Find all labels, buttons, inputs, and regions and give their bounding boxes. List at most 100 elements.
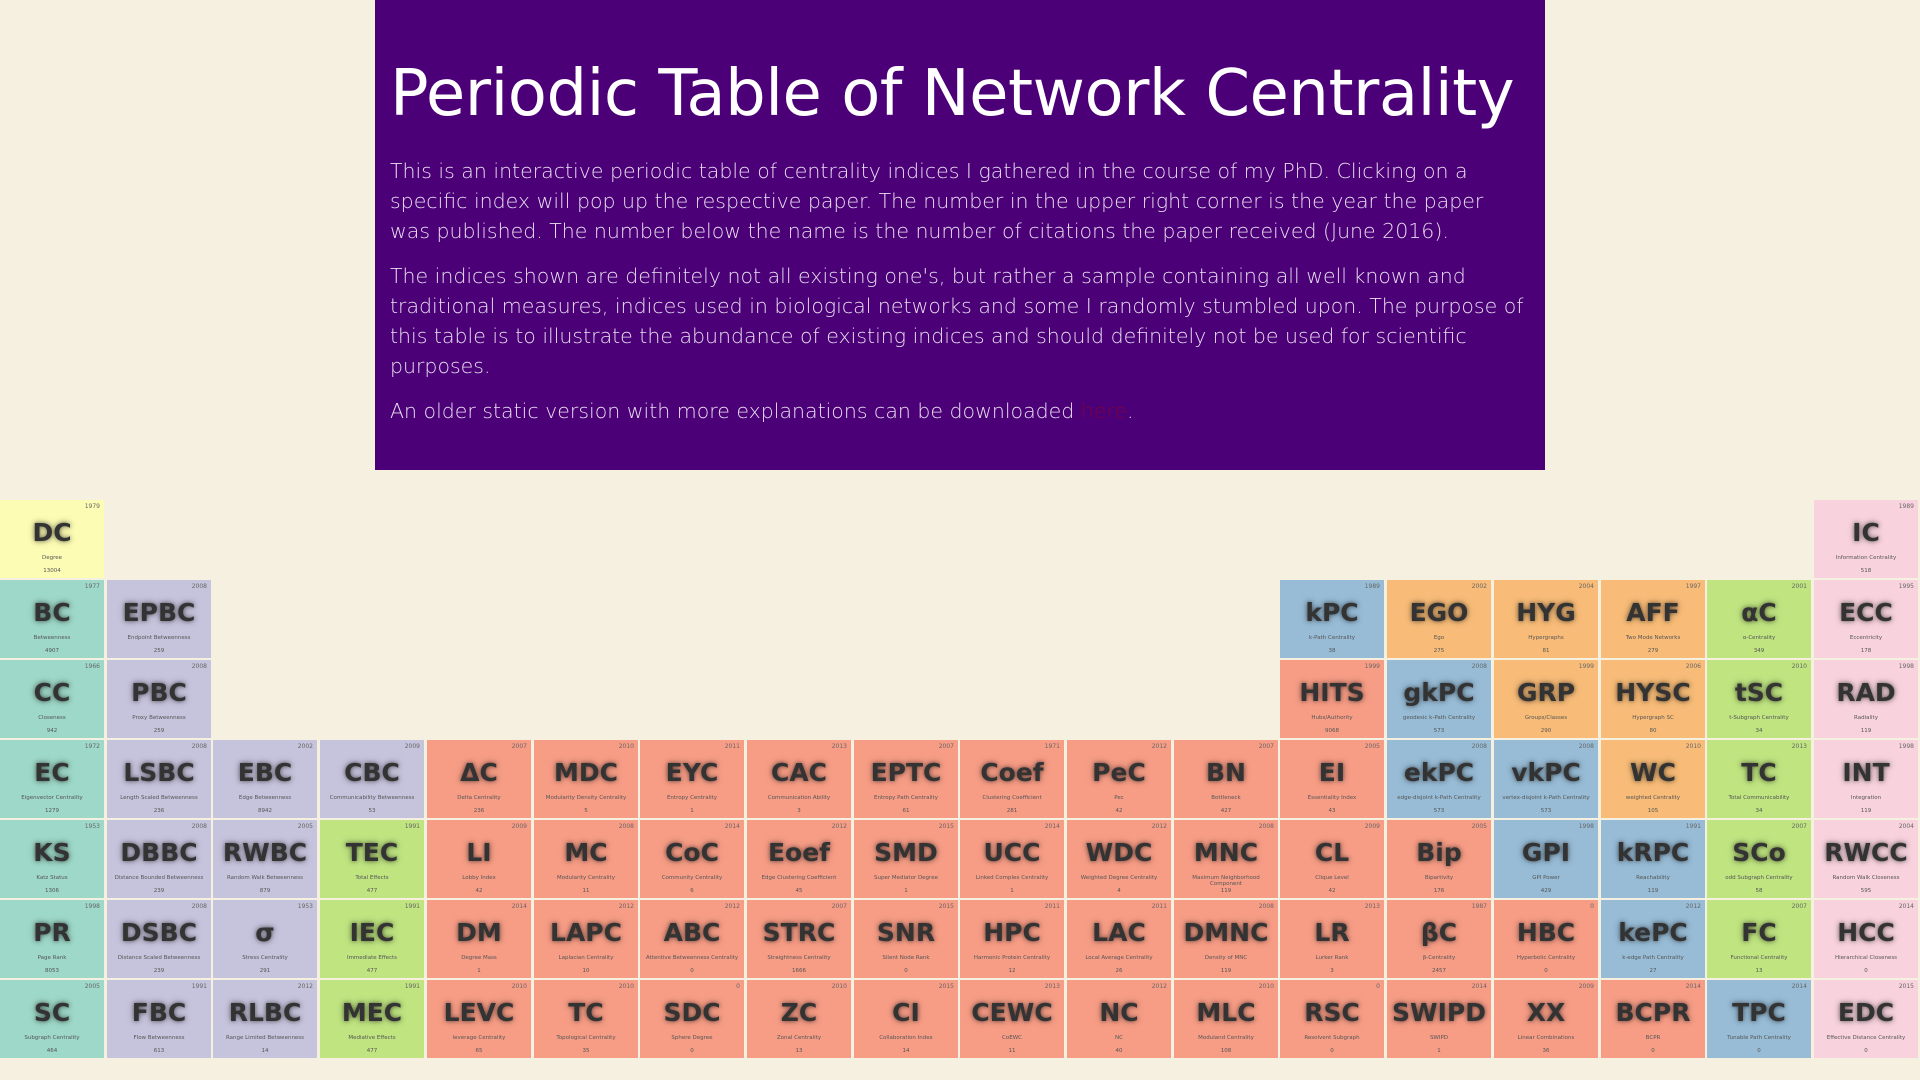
element-rwbc-cell[interactable]: 2005 RWBC Random Walk Betweenness 879 [213,820,317,898]
element-ekpc-cell[interactable]: 2008 ekPC edge-disjoint k-Path Centrality 5… [1387,740,1491,818]
element-mdc-cell[interactable]: 2010 MDC Modularity Density Centrality 5 [534,740,638,818]
element-cl-cell[interactable]: 2009 CL Clique Level 42 [1280,820,1384,898]
element-symbol: DSBC [120,918,198,947]
element-epbc-cell[interactable]: 2008 EPBC Endpoint Betweenness 259 [107,580,211,658]
element-cac-cell[interactable]: 2013 CAC Communication Ability 3 [747,740,851,818]
element-tc-cell[interactable]: 2013 TC Total Communicability 34 [1707,740,1811,818]
element-pec-cell[interactable]: 2012 PeC Pec 42 [1067,740,1171,818]
element-edc-cell[interactable]: 2015 EDC Effective Distance Centrality 0 [1814,980,1918,1058]
element-ecc-cell[interactable]: 1995 ECC Eccentricity 178 [1814,580,1918,658]
element-hyg-cell[interactable]: 2004 HYG Hypergraphs 81 [1494,580,1598,658]
element-smd-cell[interactable]: 2015 SMD Super Mediator Degree 1 [854,820,958,898]
element-pr-cell[interactable]: 1998 PR Page Rank 8053 [0,900,104,978]
element-zc-cell[interactable]: 2010 ZC Zonal Centrality 13 [747,980,851,1058]
element-ei-cell[interactable]: 2005 EI Essentiality Index 43 [1280,740,1384,818]
element-dm-cell[interactable]: 2014 DM Degree Mass 1 [427,900,531,978]
element-ic-cell[interactable]: 1989 IC Information Centrality 518 [1814,500,1918,578]
element-gpi-cell[interactable]: 1998 GPI GPI Power 429 [1494,820,1598,898]
element-hysc-cell[interactable]: 2006 HYSC Hypergraph SC 80 [1601,660,1705,738]
element-levc-cell[interactable]: 2010 LEVC leverage Centrality 65 [427,980,531,1058]
element-nc-cell[interactable]: 2012 NC NC 40 [1067,980,1171,1058]
element-abc-cell[interactable]: 2012 ABC Attentive Betweenness Centrality 0 [640,900,744,978]
element-βc-cell[interactable]: 1987 βC β-Centrality 2457 [1387,900,1491,978]
element-vkpc-cell[interactable]: 2008 vkPC vertex-disjoint k-Path Centralit… [1494,740,1598,818]
element-rsc-cell[interactable]: 0 RSC Resolvent Subgraph 0 [1280,980,1384,1058]
element-coc-cell[interactable]: 2014 CoC Community Centrality 6 [640,820,744,898]
element-ego-cell[interactable]: 2002 EGO Ego 275 [1387,580,1491,658]
element-cc-cell[interactable]: 1966 CC Closeness 942 [0,660,104,738]
element-xx-cell[interactable]: 2009 XX Linear Combinations 36 [1494,980,1598,1058]
element-mlc-cell[interactable]: 2010 MLC Moduland Centrality 108 [1174,980,1278,1058]
element-hcc-cell[interactable]: 2014 HCC Hierarchical Closeness 0 [1814,900,1918,978]
element-tpc-cell[interactable]: 2014 TPC Tunable Path Centrality 0 [1707,980,1811,1058]
element-aff-cell[interactable]: 1997 AFF Two Mode Networks 279 [1601,580,1705,658]
element-hbc-cell[interactable]: 0 HBC Hyperbolic Centrality 0 [1494,900,1598,978]
element-ucc-cell[interactable]: 2014 UCC Linked Complex Centrality 1 [960,820,1064,898]
element-fbc-cell[interactable]: 1991 FBC Flow Betweenness 613 [107,980,211,1058]
element-bc-cell[interactable]: 1977 BC Betweenness 4907 [0,580,104,658]
element-ci-cell[interactable]: 2015 CI Collaboration Index 14 [854,980,958,1058]
element-grp-cell[interactable]: 1999 GRP Groups/Classes 290 [1494,660,1598,738]
element-swipd-cell[interactable]: 2014 SWIPD SWIPD 1 [1387,980,1491,1058]
element-mc-cell[interactable]: 2008 MC Modularity Centrality 11 [534,820,638,898]
element-dsbc-cell[interactable]: 2008 DSBC Distance Scaled Betweenness 239 [107,900,211,978]
element-bip-cell[interactable]: 2005 Bip Bipartivity 176 [1387,820,1491,898]
element-hits-cell[interactable]: 1999 HITS Hubs/Authority 9068 [1280,660,1384,738]
element-year: 2014 [1898,903,1914,910]
element-dmnc-cell[interactable]: 2008 DMNC Density of MNC 119 [1174,900,1278,978]
element-strc-cell[interactable]: 2007 STRC Straightness Centrality 1666 [747,900,851,978]
element-name: Edge Betweenness [238,795,292,801]
element-symbol: WDC [1085,838,1153,867]
element-eyc-cell[interactable]: 2011 EYC Entropy Centrality 1 [640,740,744,818]
element-tc-cell[interactable]: 2010 TC Topological Centrality 35 [534,980,638,1058]
element-symbol: DC [32,518,72,547]
element-mec-cell[interactable]: 1991 MEC Mediative Effects 477 [320,980,424,1058]
element-bn-cell[interactable]: 2007 BN Bottleneck 427 [1174,740,1278,818]
element-bcpr-cell[interactable]: 2014 BCPR BCPR 0 [1601,980,1705,1058]
element-year: 1977 [84,583,100,590]
element-ks-cell[interactable]: 1953 KS Katz Status 1306 [0,820,104,898]
element-tec-cell[interactable]: 1991 TEC Total Effects 477 [320,820,424,898]
element-li-cell[interactable]: 2009 LI Lobby Index 42 [427,820,531,898]
element-lsbc-cell[interactable]: 2008 LSBC Length Scaled Betweenness 236 [107,740,211,818]
element-tsc-cell[interactable]: 2010 tSC t-Subgraph Centrality 34 [1707,660,1811,738]
element-int-cell[interactable]: 1998 INT Integration 119 [1814,740,1918,818]
element-pbc-cell[interactable]: 2008 PBC Proxy Betweenness 259 [107,660,211,738]
element-eoef-cell[interactable]: 2012 Eoef Edge Clustering Coefficient 45 [747,820,851,898]
element-rwcc-cell[interactable]: 2004 RWCC Random Walk Closeness 595 [1814,820,1918,898]
element-citations: 119 [1860,808,1872,814]
element-eptc-cell[interactable]: 2007 EPTC Entropy Path Centrality 61 [854,740,958,818]
element-σ-cell[interactable]: 1953 σ Stress Centrality 291 [213,900,317,978]
element-iec-cell[interactable]: 1991 IEC Immediate Effects 477 [320,900,424,978]
element-krpc-cell[interactable]: 1991 kRPC Reachability 119 [1601,820,1705,898]
element-cewc-cell[interactable]: 2013 CEWC CoEWC 11 [960,980,1064,1058]
element-sdc-cell[interactable]: 0 SDC Sphere Degree 0 [640,980,744,1058]
element-wc-cell[interactable]: 2010 WC weighted Centrality 105 [1601,740,1705,818]
element-name: Communication Ability [767,795,831,801]
element-hpc-cell[interactable]: 2011 HPC Harmonic Protein Centrality 12 [960,900,1064,978]
element-αc-cell[interactable]: 2001 αC α-Centrality 349 [1707,580,1811,658]
element-ec-cell[interactable]: 1972 EC Eigenvector Centrality 1279 [0,740,104,818]
element-rad-cell[interactable]: 1998 RAD Radiality 119 [1814,660,1918,738]
element-sc-cell[interactable]: 2005 SC Subgraph Centrality 464 [0,980,104,1058]
element-lapc-cell[interactable]: 2012 LAPC Laplacian Centrality 10 [534,900,638,978]
element-gkpc-cell[interactable]: 2008 gkPC geodesic k-Path Centrality 573 [1387,660,1491,738]
element-kepc-cell[interactable]: 2012 kePC k-edge Path Centrality 27 [1601,900,1705,978]
element-cbc-cell[interactable]: 2009 CBC Communicability Betweenness 53 [320,740,424,818]
element-kpc-cell[interactable]: 1989 kPC k-Path Centrality 38 [1280,580,1384,658]
download-link[interactable]: here [1080,399,1127,423]
element-snr-cell[interactable]: 2015 SNR Silent Node Rank 0 [854,900,958,978]
element-fc-cell[interactable]: 2007 FC Functional Centrality 13 [1707,900,1811,978]
element-δc-cell[interactable]: 2007 ΔC Delta Centrality 236 [427,740,531,818]
element-mnc-cell[interactable]: 2008 MNC Maximum Neighborhood Component 119 [1174,820,1278,898]
element-dc-cell[interactable]: 1979 DC Degree 13004 [0,500,104,578]
element-wdc-cell[interactable]: 2012 WDC Weighted Degree Centrality 4 [1067,820,1171,898]
element-ebc-cell[interactable]: 2002 EBC Edge Betweenness 8942 [213,740,317,818]
element-rlbc-cell[interactable]: 2012 RLBC Range Limited Betweenness 14 [213,980,317,1058]
element-lr-cell[interactable]: 2013 LR Lurker Rank 3 [1280,900,1384,978]
element-dbbc-cell[interactable]: 2008 DBBC Distance Bounded Betweenness 239 [107,820,211,898]
element-sco-cell[interactable]: 2007 SCo odd Subgraph Centrality 58 [1707,820,1811,898]
element-citations: 4907 [45,648,59,654]
element-lac-cell[interactable]: 2011 LAC Local Average Centrality 26 [1067,900,1171,978]
element-coef-cell[interactable]: 1971 Coef Clustering Coefficient 281 [960,740,1064,818]
